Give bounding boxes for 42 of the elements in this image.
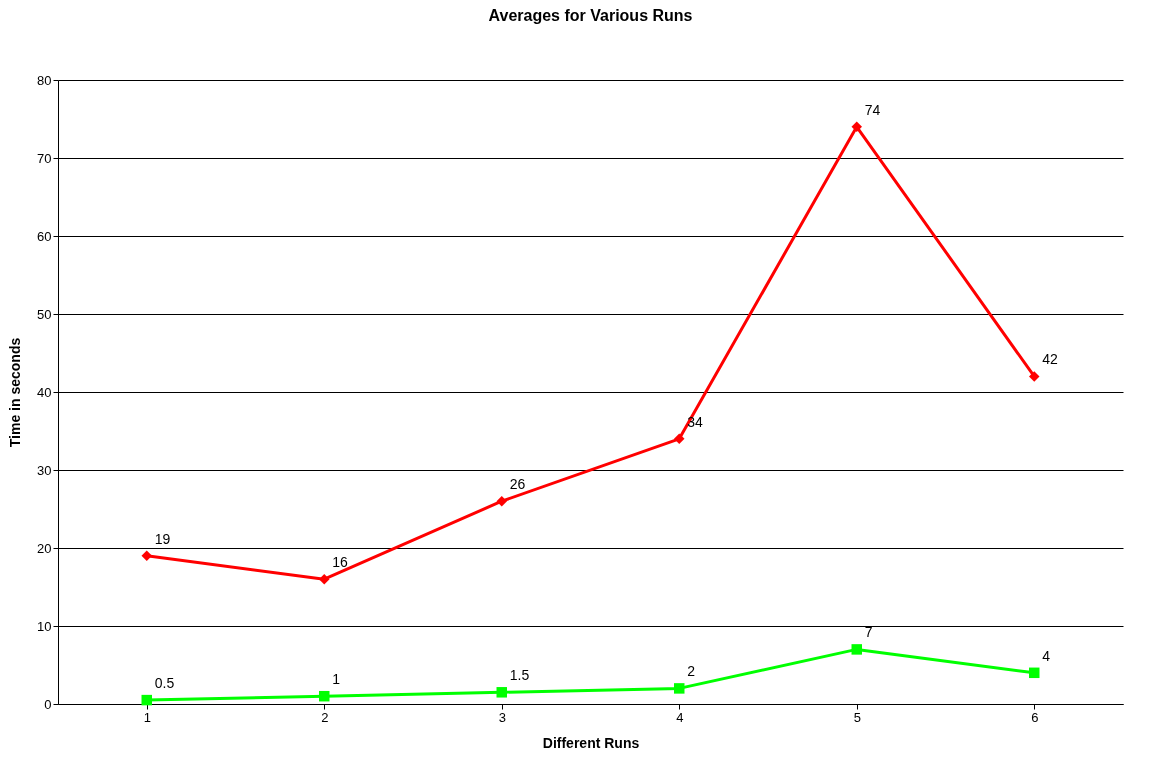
point (319, 573, 330, 585)
point (496, 687, 507, 698)
point (674, 683, 685, 694)
data-label: 0.5 (154, 675, 175, 692)
point (1029, 371, 1040, 382)
data-label: 1.5 (509, 667, 530, 684)
data-label: 19 (154, 530, 171, 547)
y-tick-label: 10 (37, 618, 52, 634)
data-label: 7 (864, 624, 873, 641)
data-label: 16 (332, 554, 349, 571)
data-label: 2 (687, 663, 696, 680)
data-label: 4 (1042, 647, 1051, 664)
y-tick-label: 30 (37, 462, 52, 478)
data-label: 74 (864, 101, 881, 118)
y-tick-label: 60 (37, 228, 52, 244)
point (319, 690, 330, 702)
data-label: 1 (332, 671, 341, 688)
data-label: 34 (687, 413, 704, 430)
point (674, 433, 685, 445)
point (496, 495, 507, 507)
y-tick-label: 50 (37, 306, 52, 322)
y-tick-label: 0 (44, 696, 52, 712)
x-tick-label: 6 (1031, 709, 1039, 725)
x-tick-label: 2 (321, 709, 329, 725)
data-label: 26 (509, 476, 526, 493)
y-tick-label: 70 (37, 150, 52, 166)
x-tick-label: 5 (853, 709, 861, 725)
point (851, 121, 862, 133)
data-label: 42 (1042, 351, 1059, 368)
chart-title: Averages for Various Runs (488, 7, 693, 24)
x-axis-title: Different Runs (542, 734, 640, 751)
y-tick-label: 20 (37, 540, 52, 556)
point (141, 694, 152, 706)
y-axis-title: Time in seconds (7, 337, 24, 448)
y-tick-label: 80 (37, 72, 52, 88)
x-tick-label: 1 (143, 709, 151, 725)
point (1029, 667, 1040, 679)
point (141, 550, 152, 562)
x-tick-label: 3 (498, 709, 506, 725)
y-tick-label: 40 (37, 384, 52, 400)
point (851, 644, 862, 655)
x-tick-label: 4 (676, 709, 684, 725)
